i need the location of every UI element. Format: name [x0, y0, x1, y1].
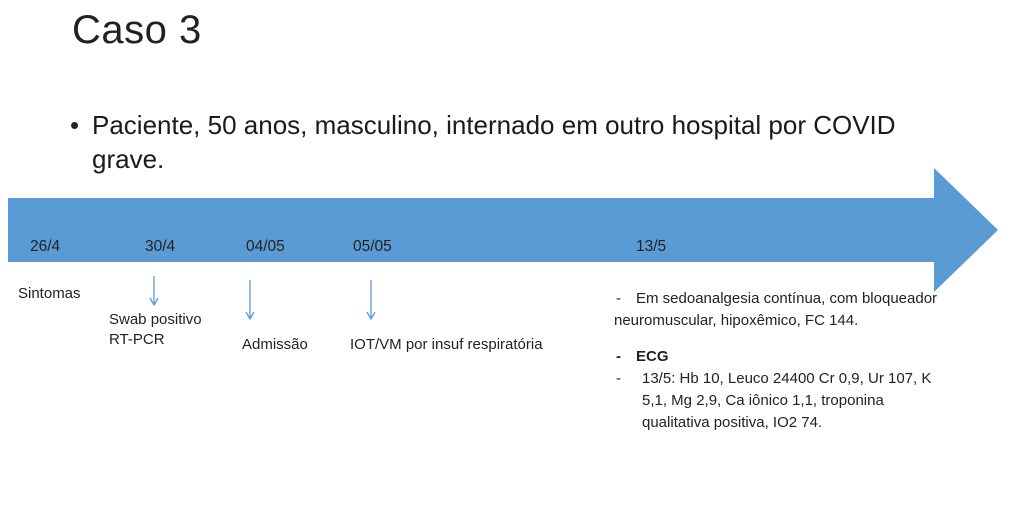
- dash-marker: -: [616, 370, 621, 387]
- note-labs-line3: qualitativa positiva, IO2 74.: [642, 414, 823, 431]
- bullet-text: Paciente, 50 anos, masculino, internado …: [92, 110, 896, 174]
- note-sedoanalgesia: - Em sedoanalgesia contínua, com bloquea…: [614, 288, 1014, 310]
- dash-marker: -: [616, 348, 621, 365]
- note-labs-line2: 5,1, Mg 2,9, Ca iônico 1,1, troponina: [642, 392, 884, 409]
- event-sintomas: Sintomas: [18, 285, 81, 302]
- event-iot: IOT/VM por insuf respiratória: [350, 336, 543, 353]
- timeline-arrow-shape: [8, 168, 998, 292]
- note-ecg: - ECG: [614, 346, 1014, 368]
- date-label: 05/05: [353, 238, 392, 255]
- clinical-notes: - Em sedoanalgesia contínua, com bloquea…: [614, 288, 1014, 434]
- note-sedo-line1: Em sedoanalgesia contínua, com bloqueado…: [636, 290, 938, 307]
- note-sedo-line2: neuromuscular, hipoxêmico, FC 144.: [614, 312, 859, 329]
- note-ecg-label: ECG: [636, 348, 669, 365]
- arrow-pointer-iot: [366, 280, 376, 321]
- arrow-pointer-admissao: [245, 280, 255, 321]
- arrow-pointer-swab: [149, 276, 159, 307]
- date-label: 13/5: [636, 238, 667, 255]
- event-swab-line2: RT-PCR: [109, 331, 165, 348]
- bullet-dot-icon: •: [70, 110, 80, 140]
- note-labs: - 13/5: Hb 10, Leuco 24400 Cr 0,9, Ur 10…: [614, 368, 1014, 434]
- slide-title: Caso 3: [72, 8, 202, 52]
- note-labs-line1: 13/5: Hb 10, Leuco 24400 Cr 0,9, Ur 107,…: [642, 370, 932, 387]
- dash-marker: -: [616, 290, 621, 307]
- date-label: 30/4: [145, 238, 176, 255]
- event-admissao: Admissão: [242, 336, 308, 353]
- date-label: 04/05: [246, 238, 285, 255]
- event-swab-line1: Swab positivo: [109, 311, 202, 328]
- date-label: 26/4: [30, 238, 61, 255]
